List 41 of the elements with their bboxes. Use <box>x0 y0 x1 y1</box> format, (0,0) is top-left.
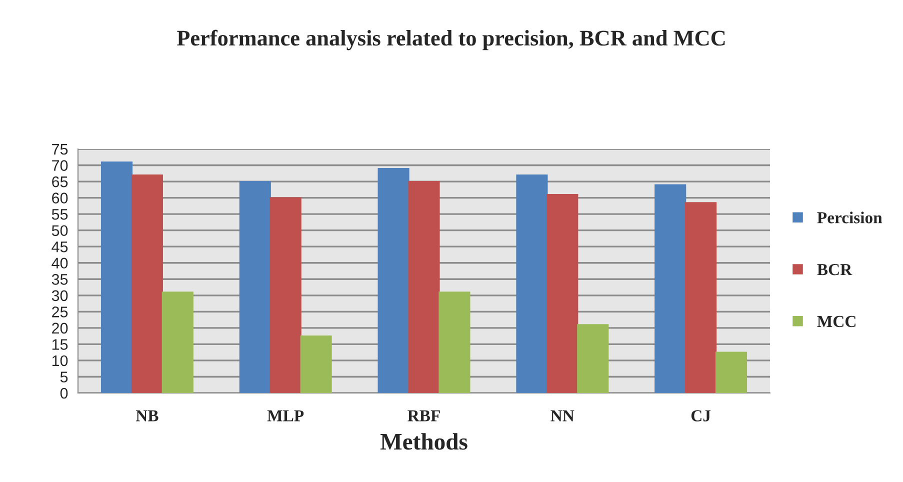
chart-title: Performance analysis related to precision, BCR and MCC <box>176 30 725 50</box>
x-tick-label: CJ <box>691 410 711 422</box>
bar <box>100 161 133 393</box>
bar <box>162 292 194 393</box>
bar <box>516 174 548 393</box>
x-tick-label: MLP <box>267 410 304 422</box>
y-tick-label: 15 <box>52 339 68 350</box>
x-axis-title: Methods <box>380 433 468 450</box>
y-tick-label: 50 <box>52 225 68 236</box>
bar <box>438 292 470 393</box>
bar <box>715 352 748 393</box>
y-tick-label: 20 <box>52 322 68 334</box>
y-tick-label: 5 <box>60 372 68 382</box>
x-tick-label: RBF <box>408 410 440 422</box>
legend-label: BCR <box>817 264 852 276</box>
bar <box>546 194 578 393</box>
bar <box>300 336 332 393</box>
x-tick-label: NB <box>136 410 158 422</box>
y-tick-label: 60 <box>52 192 68 204</box>
y-tick-label: 70 <box>52 160 68 171</box>
y-tick-label: 0 <box>60 388 68 399</box>
y-tick-label: 75 <box>52 144 68 155</box>
y-tick-label: 10 <box>52 355 68 366</box>
bar <box>239 180 271 393</box>
bar <box>378 168 410 393</box>
bar <box>270 197 302 393</box>
y-tick-label: 25 <box>52 306 68 318</box>
bar <box>685 202 717 393</box>
y-tick-label: 30 <box>52 290 68 302</box>
bar <box>408 180 440 393</box>
y-tick-label: 40 <box>52 258 68 269</box>
y-tick-label: 35 <box>52 274 68 285</box>
y-tick-label: 45 <box>52 242 68 252</box>
y-tick-label: 65 <box>52 176 68 188</box>
y-tick-label: 55 <box>52 209 68 220</box>
legend-label: Percision <box>817 212 882 224</box>
bar <box>577 324 609 393</box>
bar <box>131 174 163 393</box>
legend-label: MCC <box>817 316 856 328</box>
bar <box>654 184 686 393</box>
x-tick-label: NN <box>550 410 574 422</box>
